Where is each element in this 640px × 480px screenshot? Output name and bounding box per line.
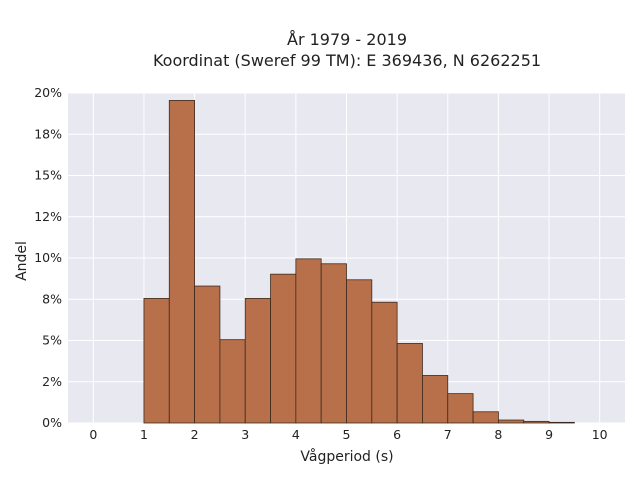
histogram-bar — [396, 343, 423, 424]
y-tick-label: 2% — [42, 374, 62, 389]
histogram-bar — [244, 298, 271, 424]
y-tick-label: 15% — [34, 168, 62, 183]
y-tick-label: 5% — [42, 333, 62, 348]
histogram-bar — [219, 339, 246, 424]
x-axis-ticks: 0 1 2 3 4 5 6 7 8 9 10 — [89, 427, 607, 442]
histogram-bar — [168, 100, 195, 424]
y-tick-label: 0% — [42, 415, 62, 430]
histogram-bar — [548, 421, 575, 424]
y-tick-label: 18% — [34, 126, 62, 141]
x-tick-label: 0 — [89, 427, 97, 442]
histogram-bar — [143, 298, 170, 424]
histogram-bar — [194, 285, 221, 424]
x-tick-label: 3 — [241, 427, 249, 442]
histogram-bar — [371, 301, 398, 424]
histogram-bar — [498, 419, 525, 424]
histogram-bar — [295, 258, 322, 424]
chart-title-line2: Koordinat (Sweref 99 TM): E 369436, N 62… — [153, 51, 541, 70]
x-tick-label: 7 — [444, 427, 452, 442]
bars — [143, 100, 575, 424]
x-tick-label: 9 — [545, 427, 553, 442]
x-tick-label: 10 — [592, 427, 608, 442]
y-axis-ticks: 0% 2% 5% 8% 10% 12% 15% 18% 20% — [34, 85, 62, 430]
histogram-bar — [320, 263, 347, 424]
y-tick-label: 12% — [34, 209, 62, 224]
histogram-bar — [472, 411, 499, 424]
chart-title-line1: År 1979 - 2019 — [287, 30, 407, 49]
y-tick-label: 10% — [34, 250, 62, 265]
x-axis-label: Vågperiod (s) — [300, 448, 393, 465]
histogram-bar — [447, 393, 474, 424]
x-tick-label: 1 — [140, 427, 148, 442]
x-tick-label: 5 — [343, 427, 351, 442]
y-tick-label: 8% — [42, 291, 62, 306]
y-tick-label: 20% — [34, 85, 62, 100]
histogram-bar — [270, 273, 297, 424]
x-tick-label: 8 — [494, 427, 502, 442]
x-tick-label: 4 — [292, 427, 300, 442]
x-tick-label: 2 — [191, 427, 199, 442]
histogram-bar — [422, 375, 449, 424]
histogram-bar — [523, 420, 550, 424]
x-tick-label: 6 — [393, 427, 401, 442]
y-axis-label: Andel — [14, 241, 30, 281]
histogram-bar — [346, 279, 373, 424]
